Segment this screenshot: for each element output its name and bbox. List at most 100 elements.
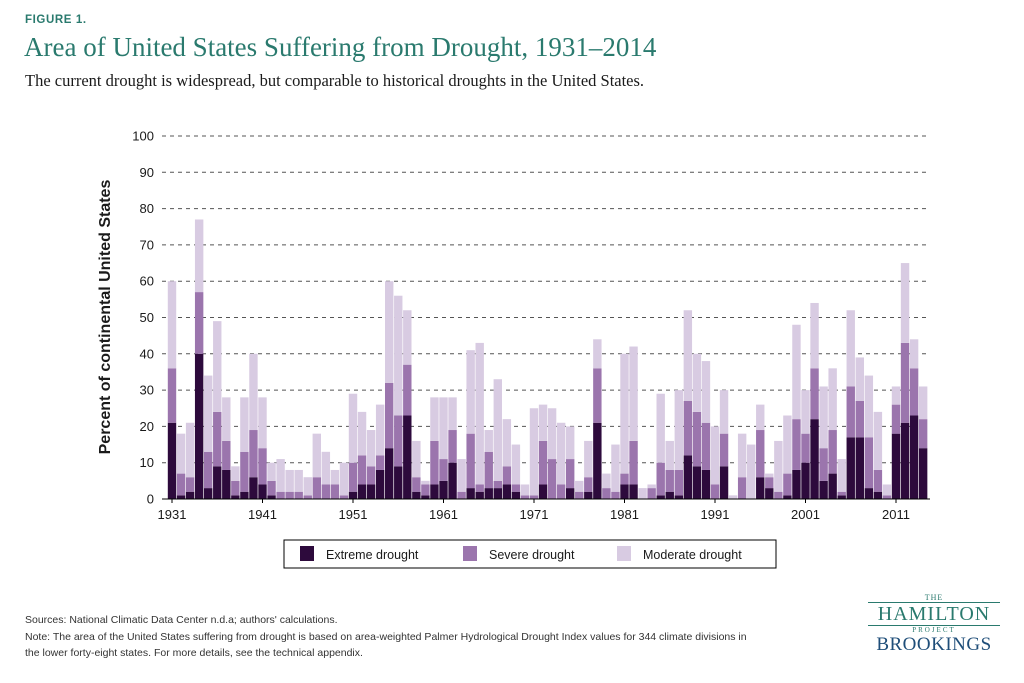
- bar-segment-moderate: [575, 480, 584, 492]
- bar-segment-moderate: [728, 495, 738, 499]
- bar-segment-moderate: [692, 353, 702, 412]
- bar-segment-moderate: [783, 415, 792, 474]
- bar-segment-moderate: [864, 375, 874, 438]
- bar-segment-extreme: [891, 433, 901, 499]
- x-tick-label: 1951: [339, 507, 368, 522]
- bar-segment-severe: [665, 469, 674, 492]
- bar-segment-moderate: [584, 440, 593, 478]
- bar-segment-moderate: [882, 484, 892, 496]
- bar-segment-severe: [357, 455, 367, 485]
- bar-segment-moderate: [403, 310, 412, 365]
- x-tick-label: 1971: [520, 507, 549, 522]
- bar-segment-moderate: [412, 440, 421, 478]
- bar-segment-moderate: [701, 361, 711, 423]
- bar-segment-extreme: [167, 422, 177, 499]
- bar-segment-severe: [231, 480, 240, 496]
- bar-series: [167, 219, 928, 499]
- bar-segment-extreme: [194, 353, 204, 499]
- bar-segment-moderate: [285, 469, 294, 492]
- bar-segment-moderate: [421, 480, 430, 485]
- bar-segment-moderate: [566, 426, 575, 460]
- bar-segment-moderate: [176, 433, 186, 474]
- bar-segment-moderate: [258, 397, 267, 449]
- x-tick-label: 1931: [158, 507, 187, 522]
- bar-segment-severe: [439, 459, 448, 481]
- y-tick-label: 30: [140, 383, 154, 398]
- bar-segment-extreme: [511, 491, 521, 499]
- y-tick-label: 90: [140, 165, 154, 180]
- bar-segment-severe: [891, 404, 901, 434]
- y-tick-label: 80: [140, 201, 154, 216]
- x-tick-label: 1991: [701, 507, 730, 522]
- bar-segment-severe: [656, 462, 665, 496]
- bar-segment-severe: [430, 440, 439, 485]
- bar-segment-severe: [647, 488, 656, 499]
- bar-segment-moderate: [837, 459, 846, 492]
- bar-segment-extreme: [430, 484, 439, 499]
- bar-segment-severe: [267, 480, 276, 496]
- logo-the: THE: [924, 593, 944, 602]
- bar-segment-extreme: [185, 491, 195, 499]
- bar-segment-extreme: [593, 422, 602, 499]
- bar-segment-extreme: [837, 495, 846, 499]
- bar-segment-extreme: [357, 484, 367, 499]
- bar-segment-moderate: [520, 484, 530, 496]
- bar-segment-extreme: [403, 415, 412, 499]
- bar-segment-severe: [556, 484, 566, 499]
- bar-segment-severe: [737, 477, 747, 499]
- bar-segment-extreme: [385, 448, 394, 499]
- bar-segment-moderate: [747, 444, 756, 499]
- bar-segment-severe: [520, 495, 530, 499]
- legend-label-moderate: Moderate drought: [643, 548, 742, 562]
- bar-segment-severe: [909, 368, 919, 416]
- bar-segment-severe: [213, 411, 222, 467]
- logo-project: PROJECT: [912, 626, 956, 634]
- bar-segment-severe: [258, 448, 267, 485]
- bar-segment-extreme: [792, 469, 801, 499]
- bar-segment-severe: [511, 484, 521, 492]
- x-tick-label: 1981: [610, 507, 639, 522]
- y-tick-label: 60: [140, 274, 154, 289]
- bar-segment-severe: [819, 448, 828, 481]
- bar-segment-severe: [538, 440, 548, 485]
- bar-segment-severe: [547, 459, 557, 499]
- bar-segment-severe: [774, 491, 783, 499]
- bar-segment-extreme: [629, 484, 638, 499]
- bar-segment-extreme: [448, 462, 457, 499]
- bar-segment-severe: [312, 477, 321, 499]
- chart-title: Area of United States Suffering from Dro…: [24, 32, 657, 62]
- bar-segment-extreme: [783, 495, 792, 499]
- bar-segment-moderate: [810, 302, 819, 369]
- bar-segment-moderate: [366, 430, 376, 467]
- bar-segment-extreme: [484, 488, 493, 499]
- bar-segment-severe: [620, 473, 629, 485]
- bar-segment-extreme: [692, 466, 702, 499]
- bar-segment-severe: [593, 368, 602, 423]
- bar-segment-moderate: [629, 346, 638, 441]
- bar-segment-extreme: [493, 488, 502, 499]
- bar-segment-extreme: [846, 437, 855, 499]
- hamilton-project-logo: THE HAMILTON PROJECT: [868, 593, 1000, 635]
- figure-label: FIGURE 1.: [25, 14, 87, 26]
- bar-segment-moderate: [656, 393, 665, 463]
- bar-segment-moderate: [710, 426, 720, 485]
- bar-segment-extreme: [502, 484, 512, 499]
- bar-segment-severe: [873, 469, 883, 492]
- bar-segment-moderate: [611, 444, 620, 492]
- bar-segment-moderate: [547, 408, 557, 460]
- bar-segment-severe: [412, 477, 421, 492]
- bar-segment-severe: [330, 484, 340, 499]
- bar-segment-moderate: [375, 404, 385, 456]
- bar-segment-moderate: [194, 219, 204, 293]
- y-tick-label: 50: [140, 310, 154, 325]
- bar-segment-moderate: [674, 390, 683, 470]
- bar-segment-extreme: [348, 491, 358, 499]
- bar-segment-severe: [584, 477, 593, 492]
- bar-segment-severe: [900, 342, 910, 423]
- bar-segment-extreme: [466, 488, 475, 499]
- note-line-2: the lower forty-eight states. For more d…: [25, 647, 363, 659]
- bar-segment-extreme: [240, 491, 249, 499]
- bar-segment-moderate: [493, 379, 502, 481]
- bar-segment-extreme: [439, 480, 448, 499]
